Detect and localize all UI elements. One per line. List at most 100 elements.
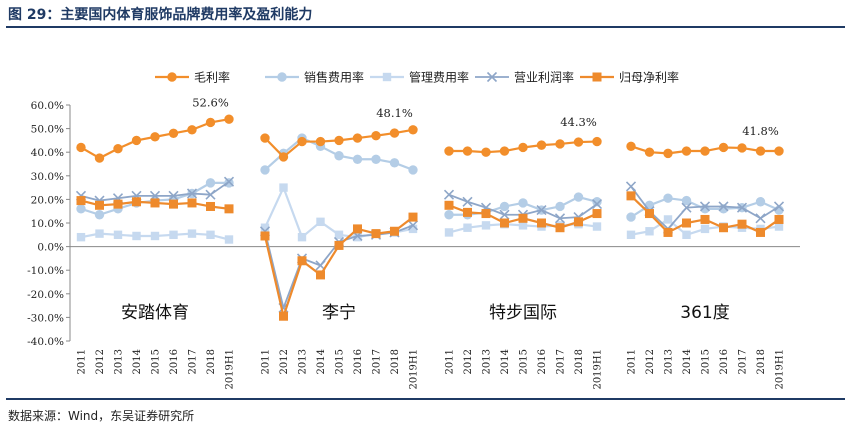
point-net — [206, 201, 215, 211]
legend-label: 归母净利率 — [619, 70, 679, 85]
point-gross — [499, 146, 510, 156]
group-labels: 安踏体育 52.6% 李宁 48.1% 特步国际 44.3% 361度 41.8% — [121, 95, 779, 323]
y-axis: -40.0% -30.0% -20.0% -10.0% 0.0% 10.0% 20.0% 30… — [27, 100, 71, 348]
point-selling — [444, 210, 454, 220]
x-tick-label: 2014 — [132, 349, 143, 374]
point-selling — [518, 198, 528, 208]
point-net — [463, 207, 472, 217]
point-gross — [444, 146, 454, 156]
point-gross — [518, 142, 528, 153]
footer-rule — [6, 398, 845, 400]
cross-stroke — [186, 188, 198, 199]
cross-stroke — [462, 196, 473, 207]
point-admin — [518, 221, 528, 230]
point-gross — [168, 128, 179, 139]
point-gross — [94, 153, 105, 163]
point-net — [132, 197, 141, 207]
point-net — [316, 270, 325, 280]
cross-stroke — [755, 213, 766, 224]
point-admin — [279, 183, 288, 192]
point-gross — [113, 143, 123, 154]
x-tick-label: 2015 — [335, 349, 346, 374]
x-tick-label: 2014 — [500, 349, 511, 374]
point-selling — [555, 201, 565, 212]
point-net — [408, 212, 418, 222]
cross-stroke — [536, 204, 547, 216]
legend-item: 毛利率 — [155, 70, 230, 85]
point-selling — [389, 158, 400, 168]
cross-stroke — [699, 201, 711, 212]
title-rule — [6, 26, 845, 28]
point-gross — [555, 139, 565, 149]
point-admin — [700, 224, 710, 234]
point-admin — [444, 228, 454, 237]
point-admin — [663, 215, 673, 224]
x-tick-label: 2019H1 — [409, 349, 420, 390]
x-tick-label: 2013 — [298, 349, 309, 374]
legend-swatch-marker — [167, 72, 177, 82]
x-tick-label: 2011 — [261, 349, 272, 374]
point-gross — [573, 137, 584, 147]
point-net — [297, 256, 307, 266]
point-selling — [499, 201, 510, 212]
x-tick-label: 2019H1 — [775, 349, 786, 390]
point-gross — [481, 147, 491, 157]
point-net — [95, 200, 104, 210]
point-net — [774, 214, 784, 224]
point-operating — [681, 202, 692, 213]
cross-stroke — [625, 181, 637, 192]
company-label: 361度 — [680, 303, 729, 323]
point-gross — [592, 136, 602, 147]
point-net — [334, 240, 344, 250]
point-net — [444, 200, 454, 210]
point-selling — [260, 165, 270, 175]
x-tick-label: 2016 — [719, 349, 730, 374]
gross-annotation: 48.1% — [376, 106, 413, 120]
point-admin — [353, 232, 362, 242]
x-tick-label: 2012 — [95, 349, 106, 374]
x-tick-label: 2013 — [482, 349, 493, 374]
point-net — [719, 223, 728, 233]
point-gross — [205, 117, 216, 128]
group-2 — [259, 125, 419, 321]
y-tick-label: 20.0% — [31, 194, 64, 206]
cross-stroke — [223, 176, 235, 187]
point-gross — [260, 133, 270, 143]
x-tick-label: 2017 — [188, 349, 199, 374]
point-admin — [316, 217, 325, 227]
gross-annotation: 44.3% — [560, 115, 597, 129]
legend-swatch-marker — [277, 72, 287, 82]
point-net — [113, 199, 123, 209]
legend-label: 销售费用率 — [304, 70, 364, 85]
y-tick-label: 10.0% — [31, 218, 64, 230]
point-net — [169, 199, 178, 209]
point-gross — [755, 146, 766, 156]
point-gross — [352, 133, 363, 143]
point-net — [187, 198, 197, 208]
cross-stroke — [554, 213, 566, 224]
point-selling — [663, 193, 673, 203]
x-tick-label: 2016 — [169, 349, 180, 374]
x-tick-label: 2011 — [627, 349, 638, 374]
point-gross — [644, 147, 655, 157]
point-selling — [755, 197, 766, 207]
point-gross — [187, 125, 197, 135]
x-tick-label: 2018 — [390, 349, 401, 374]
x-tick-label: 2014 — [682, 349, 693, 374]
point-net — [500, 218, 509, 228]
point-operating — [773, 201, 785, 212]
point-net — [390, 226, 399, 236]
group-4 — [625, 141, 785, 239]
y-tick-label: -40.0% — [27, 336, 64, 348]
cross-stroke — [205, 189, 216, 200]
point-net — [537, 218, 546, 228]
cross-stroke — [718, 201, 729, 212]
point-gross — [371, 130, 381, 141]
point-admin — [76, 232, 86, 242]
x-tick-label: 2014 — [316, 349, 327, 374]
plot-area — [75, 114, 785, 321]
point-operating — [499, 209, 510, 220]
point-admin — [334, 230, 344, 239]
point-operating — [205, 189, 216, 200]
point-operating — [718, 201, 729, 212]
